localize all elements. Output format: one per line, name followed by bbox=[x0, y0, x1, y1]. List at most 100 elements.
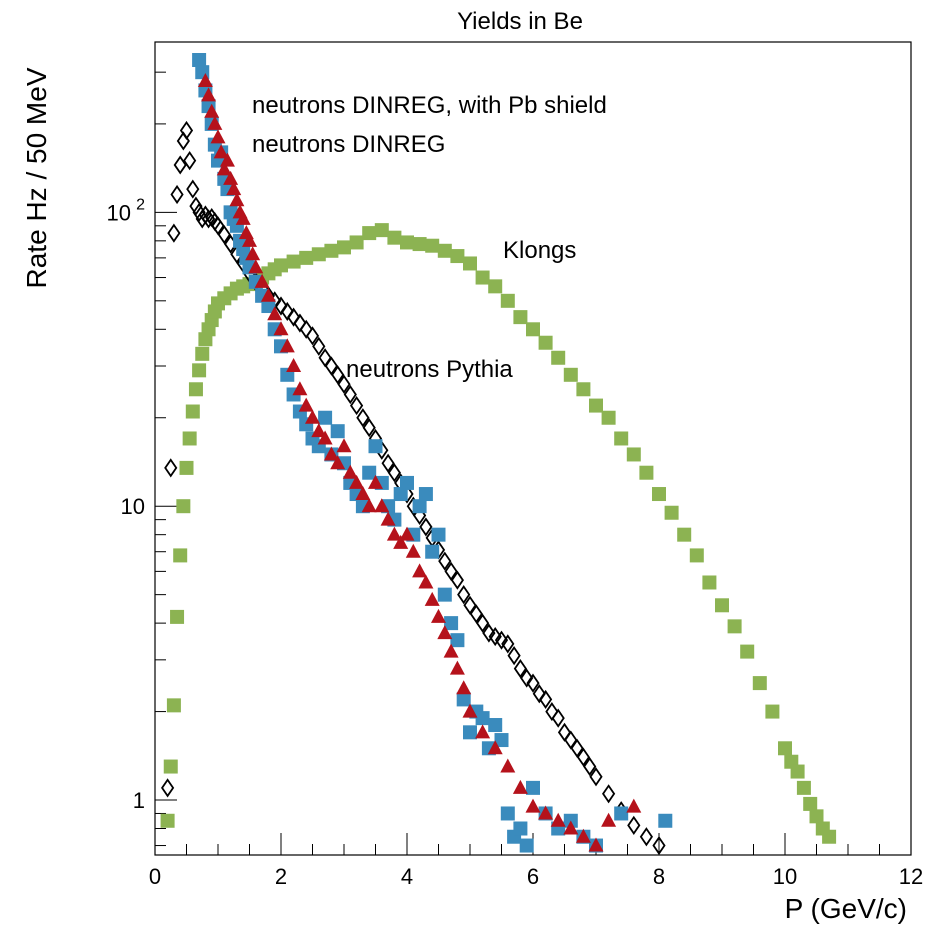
data-point bbox=[627, 815, 641, 835]
data-point bbox=[349, 474, 365, 489]
data-point bbox=[207, 115, 223, 130]
data-point bbox=[563, 367, 578, 382]
data-point bbox=[450, 570, 464, 590]
data-point bbox=[317, 430, 333, 445]
data-point bbox=[185, 404, 200, 419]
data-point bbox=[803, 796, 818, 811]
data-point bbox=[601, 812, 617, 827]
data-point bbox=[280, 301, 294, 322]
data-point bbox=[362, 226, 377, 241]
data-point bbox=[487, 740, 503, 755]
data-point bbox=[539, 689, 553, 710]
data-point bbox=[160, 813, 175, 828]
data-point bbox=[500, 758, 516, 773]
data-point bbox=[260, 287, 276, 302]
x-axis-label: P (GeV/c) bbox=[785, 893, 907, 924]
data-point bbox=[456, 692, 471, 707]
data-point bbox=[488, 626, 502, 647]
data-point bbox=[551, 350, 566, 365]
data-point bbox=[437, 625, 453, 640]
data-point bbox=[170, 184, 184, 205]
data-point bbox=[164, 458, 178, 478]
data-point bbox=[183, 151, 197, 171]
data-point bbox=[393, 487, 408, 502]
data-point bbox=[677, 527, 692, 542]
x-tick-label: 4 bbox=[401, 864, 413, 889]
data-point bbox=[626, 447, 641, 462]
data-point bbox=[513, 821, 528, 836]
data-point bbox=[589, 767, 603, 787]
x-tick-label: 6 bbox=[527, 864, 539, 889]
data-point bbox=[287, 307, 301, 327]
data-point bbox=[702, 575, 717, 590]
data-point bbox=[601, 410, 616, 425]
data-point bbox=[192, 53, 207, 68]
series-layer bbox=[160, 53, 837, 855]
y-tick-label: 10 bbox=[107, 200, 131, 225]
data-point bbox=[312, 336, 326, 356]
data-point bbox=[545, 701, 559, 722]
data-point bbox=[437, 587, 452, 602]
annotation-dinreg-pb: neutrons DINREG, with Pb shield bbox=[252, 92, 607, 119]
data-point bbox=[330, 424, 345, 439]
data-point bbox=[311, 247, 326, 262]
data-point bbox=[412, 499, 427, 514]
data-point bbox=[336, 438, 352, 453]
data-point bbox=[538, 805, 554, 820]
data-point bbox=[223, 170, 239, 185]
data-point bbox=[576, 382, 591, 397]
data-point bbox=[449, 660, 465, 675]
data-point bbox=[456, 680, 472, 695]
data-point bbox=[444, 561, 458, 581]
data-point bbox=[727, 619, 742, 634]
data-point bbox=[248, 259, 264, 274]
data-point bbox=[380, 511, 396, 526]
data-point bbox=[513, 659, 527, 679]
data-point bbox=[286, 357, 302, 372]
data-point bbox=[323, 446, 339, 461]
data-point bbox=[450, 249, 465, 264]
data-point bbox=[179, 460, 194, 475]
data-point bbox=[575, 828, 591, 843]
data-point bbox=[195, 346, 210, 361]
data-point bbox=[368, 439, 383, 454]
data-point bbox=[689, 548, 704, 563]
data-point bbox=[412, 563, 428, 578]
data-point bbox=[752, 676, 767, 691]
data-point bbox=[324, 243, 339, 258]
x-tick-label: 12 bbox=[899, 864, 923, 889]
data-point bbox=[393, 534, 409, 549]
data-point bbox=[274, 296, 288, 316]
data-point bbox=[318, 410, 333, 425]
data-point bbox=[589, 398, 603, 413]
data-point bbox=[425, 238, 440, 253]
data-point bbox=[463, 595, 477, 615]
data-point bbox=[532, 684, 546, 704]
data-point bbox=[476, 613, 490, 633]
data-point bbox=[475, 711, 490, 726]
data-point bbox=[186, 179, 200, 199]
data-point bbox=[192, 363, 207, 378]
data-point bbox=[273, 321, 289, 336]
data-point bbox=[173, 155, 187, 175]
data-point bbox=[167, 223, 181, 243]
data-point bbox=[602, 784, 616, 804]
x-tick-label: 10 bbox=[773, 864, 797, 889]
annotation-pythia: neutrons Pythia bbox=[346, 356, 513, 383]
data-point bbox=[418, 487, 433, 502]
data-point bbox=[488, 279, 503, 294]
data-point bbox=[176, 499, 191, 514]
data-point bbox=[500, 293, 515, 308]
data-point bbox=[399, 526, 415, 541]
data-point bbox=[182, 431, 197, 446]
data-point bbox=[550, 812, 566, 827]
data-point bbox=[652, 487, 666, 502]
data-point bbox=[463, 256, 477, 271]
data-point bbox=[179, 120, 194, 141]
data-point bbox=[374, 498, 390, 513]
data-point bbox=[809, 809, 824, 824]
data-point bbox=[298, 397, 314, 412]
data-point bbox=[362, 465, 377, 480]
data-point bbox=[418, 574, 434, 589]
data-point bbox=[337, 374, 351, 394]
